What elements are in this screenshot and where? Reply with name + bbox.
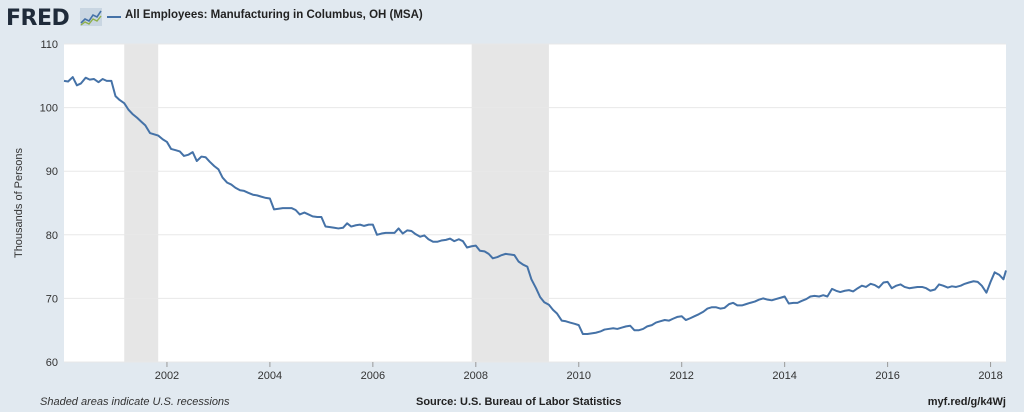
x-tick-label-2012: 2012: [669, 370, 693, 382]
x-tick-label-2004: 2004: [258, 370, 282, 382]
y-axis-label: Thousands of Persons: [13, 147, 25, 258]
x-axis-ticks: 2002 2004 2006 2008 2010 2012 2014 2016 2018: [155, 362, 1003, 382]
y-tick-label-80: 80: [46, 230, 58, 242]
y-tick-label-90: 90: [46, 166, 58, 178]
x-tick-label-2002: 2002: [155, 370, 179, 382]
series-line-1[interactable]: [63, 76, 1007, 336]
x-tick-label-2008: 2008: [464, 370, 488, 382]
recession-band-1: [124, 44, 159, 362]
chart-header: FRED All Employees: Manufacturing in Col…: [0, 0, 1024, 36]
series-title[interactable]: All Employees: Manufacturing in Columbus…: [125, 9, 423, 21]
x-tick-label-2010: 2010: [567, 370, 591, 382]
x-tick-label-2018: 2018: [978, 370, 1002, 382]
y-tick-label-100: 100: [40, 103, 58, 115]
legend-line-swatch: [107, 16, 121, 18]
x-tick-label-2006: 2006: [361, 370, 385, 382]
logo-graph-icon: [80, 8, 102, 26]
recession-note: Shaded areas indicate U.S. recessions: [40, 396, 230, 408]
short-link[interactable]: myf.red/g/k4Wj: [927, 396, 1006, 408]
y-tick-label-70: 70: [46, 293, 58, 305]
recession-shading: [124, 44, 549, 362]
x-tick-label-2016: 2016: [875, 370, 899, 382]
recession-band-2: [471, 44, 549, 362]
x-tick-label-2014: 2014: [772, 370, 796, 382]
grid-lines: [64, 43, 1006, 363]
series-layer[interactable]: [63, 76, 1007, 336]
source-text: Source: U.S. Bureau of Labor Statistics: [416, 396, 622, 408]
y-tick-label-110: 110: [40, 39, 58, 51]
fred-logo[interactable]: FRED: [6, 6, 70, 31]
y-tick-label-60: 60: [46, 357, 58, 369]
y-axis-ticks: 60 70 80 90 100 110: [40, 39, 58, 369]
